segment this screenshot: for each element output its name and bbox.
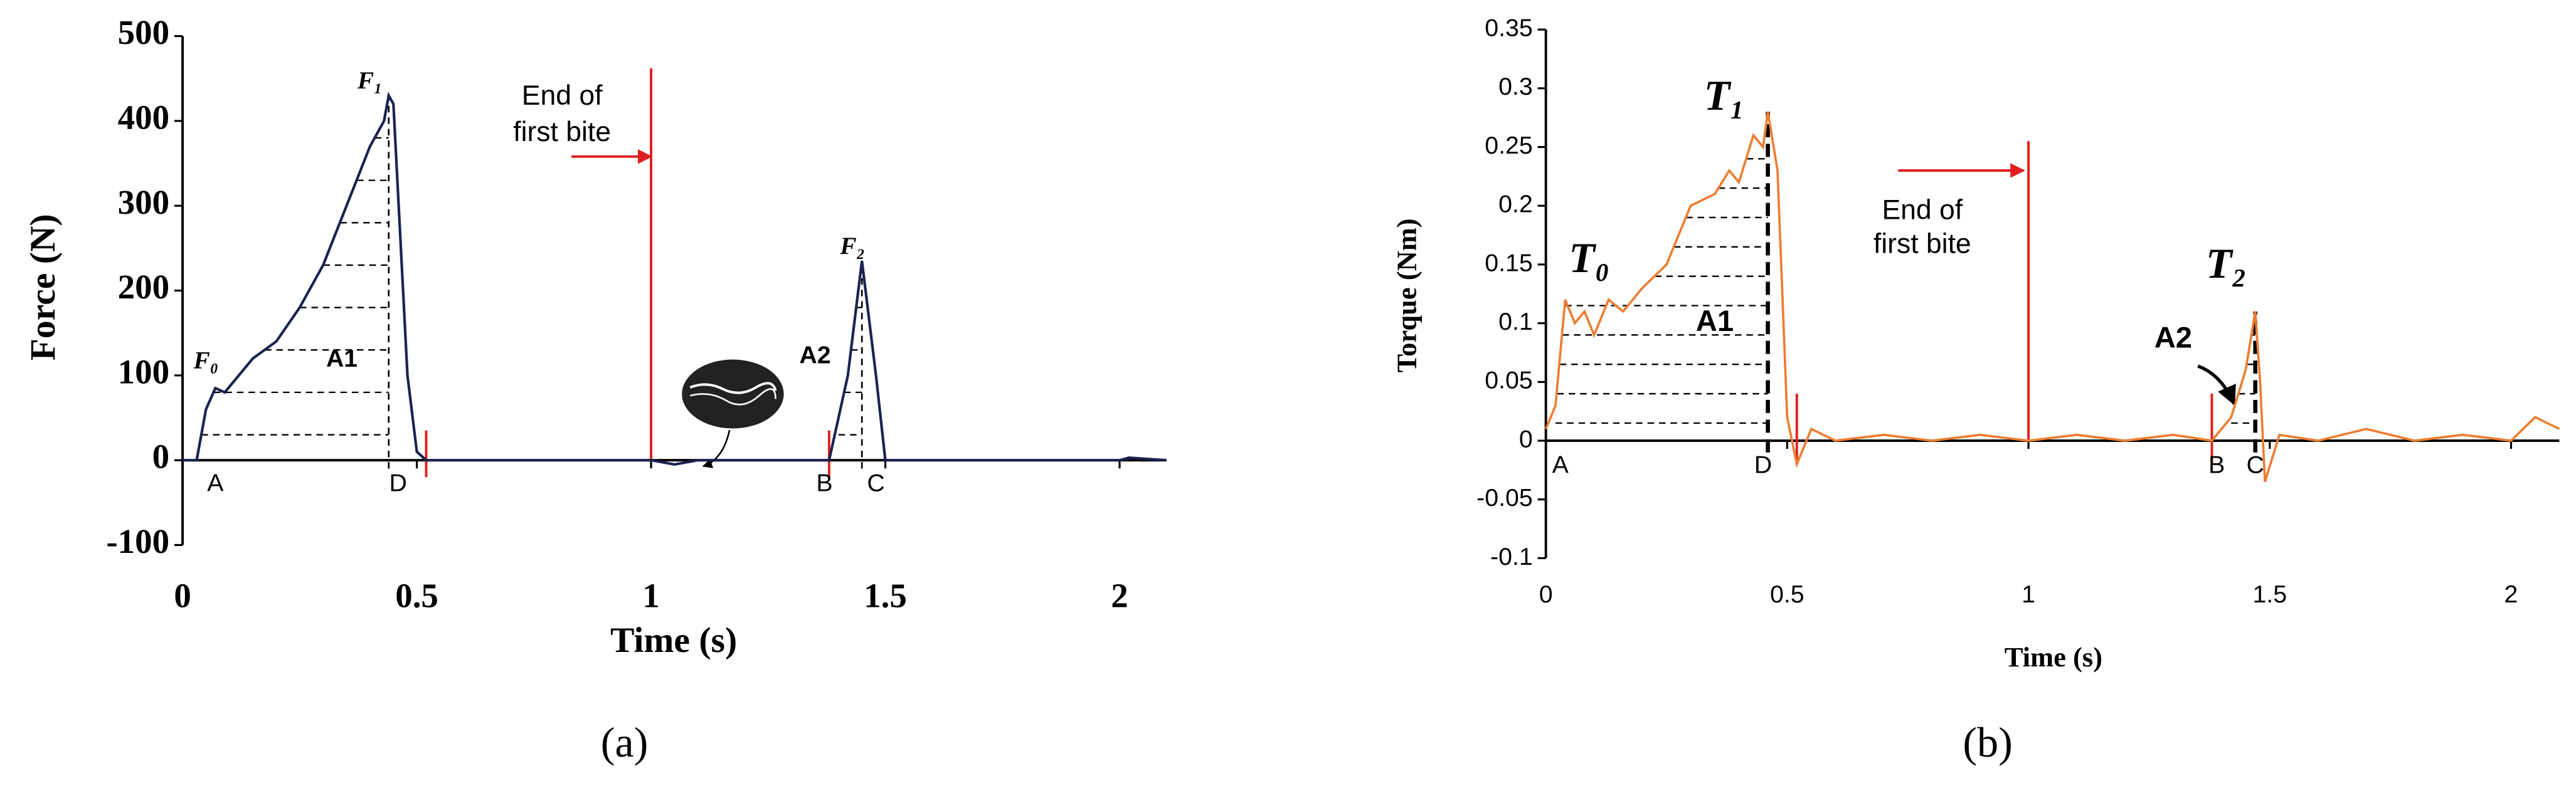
annotation: T₀	[1569, 234, 1609, 281]
x-tick-label: 2	[1111, 576, 1128, 614]
y-tick-label: 0	[1519, 425, 1533, 453]
y-tick-label: -0.1	[1490, 543, 1533, 570]
annotation: A	[1552, 451, 1569, 479]
x-tick-label: 1.5	[864, 576, 907, 614]
x-tick-label: 0.5	[1770, 580, 1805, 608]
x-tick-label: 1	[2022, 580, 2035, 608]
data-line	[183, 92, 1167, 466]
annotation: D	[390, 470, 407, 497]
annotation: B	[816, 470, 832, 497]
annotation: B	[2208, 451, 2225, 479]
y-tick-label: 200	[118, 268, 169, 306]
annotation: F₂	[839, 233, 865, 260]
x-tick-label: 0.5	[395, 576, 438, 614]
annotation: A2	[799, 341, 830, 369]
y-tick-label: -100	[106, 522, 169, 560]
annotation: D	[1754, 451, 1772, 479]
annotation: first bite	[513, 117, 611, 147]
panel: -0.1 -0.05 0 0.05 0.1 0.15 0.2 0.25 0.3 0.35 0 0.5 1…	[1391, 14, 2560, 766]
inset-image	[682, 359, 784, 468]
x-tick-label: 0	[1539, 580, 1553, 608]
annotation: F₀	[193, 347, 218, 374]
annotation: End of	[1882, 194, 1963, 225]
y-tick-label: 400	[118, 98, 169, 137]
y-axis-label: Torque (Nm)	[1391, 218, 1423, 372]
panel-label: (b)	[1963, 718, 2012, 766]
annotation: End of	[522, 80, 603, 111]
y-tick-label: 300	[118, 183, 169, 221]
inset-arrow-b	[2197, 364, 2236, 406]
y-tick-label: 0.35	[1485, 14, 1532, 42]
y-tick-label: 0	[152, 438, 170, 476]
x-axis-label: Time (s)	[2005, 641, 2102, 673]
y-tick-label: 0.2	[1498, 191, 1533, 218]
x-tick-label: 1.5	[2252, 580, 2287, 608]
y-tick-label: 500	[118, 13, 169, 51]
y-tick-label: -0.05	[1476, 484, 1533, 512]
x-tick-label: 1	[642, 576, 660, 614]
annotation: A1	[1696, 304, 1734, 337]
annotation: A	[207, 470, 224, 497]
data-line	[1544, 112, 2560, 483]
y-tick-label: 0.15	[1485, 249, 1532, 276]
y-tick-label: 0.05	[1485, 367, 1532, 394]
annotation: A2	[2155, 320, 2192, 354]
annotation: C	[867, 470, 884, 497]
annotation: A1	[326, 345, 358, 372]
annotation: T₂	[2206, 239, 2247, 287]
y-tick-label: 0.3	[1498, 73, 1533, 100]
annotation: first bite	[1874, 229, 1971, 260]
x-tick-label: 0	[174, 576, 191, 614]
annotation: F₁	[357, 67, 383, 94]
y-tick-label: 0.25	[1485, 132, 1532, 159]
y-tick-label: 100	[118, 352, 169, 391]
x-axis-label: Time (s)	[610, 621, 737, 660]
x-tick-label: 2	[2504, 580, 2518, 608]
y-tick-label: 0.1	[1498, 308, 1533, 335]
annotation: T₁	[1704, 71, 1745, 119]
annotation: C	[2247, 451, 2264, 479]
y-axis-label: Force (N)	[23, 214, 63, 360]
panel-label: (a)	[601, 718, 649, 766]
